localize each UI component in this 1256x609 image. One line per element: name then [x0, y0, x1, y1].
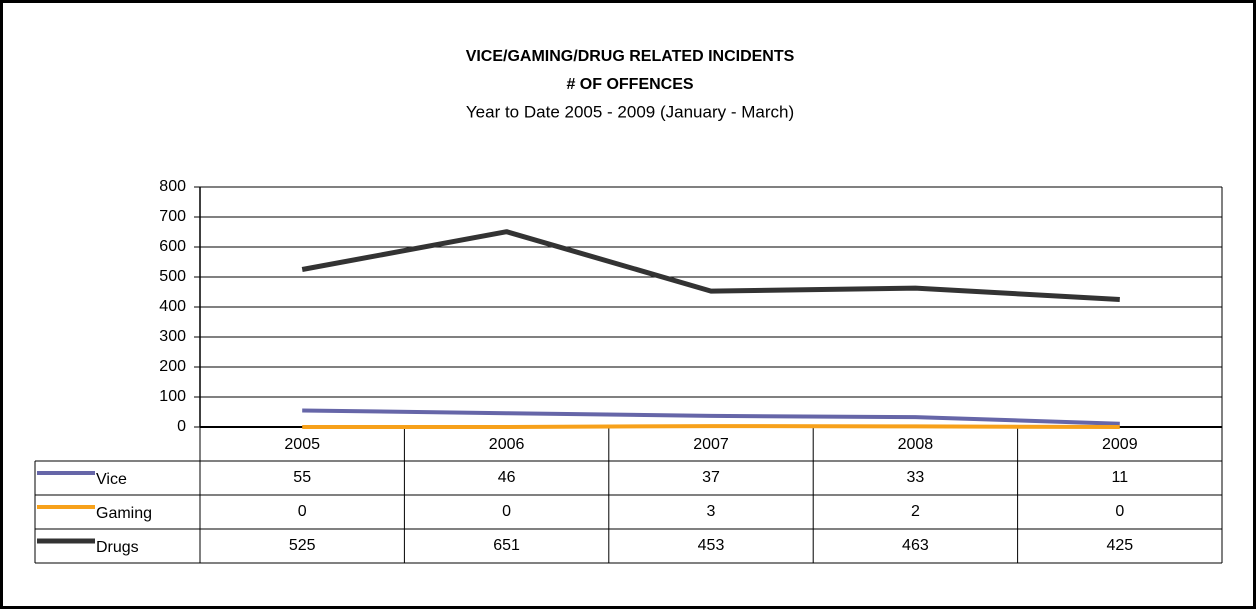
- data-table-value: 525: [289, 537, 316, 554]
- chart-title-2: # OF OFFENCES: [566, 76, 693, 93]
- x-tick-label: 2009: [1102, 436, 1138, 453]
- x-tick-label: 2006: [489, 436, 525, 453]
- data-table-value: 463: [902, 537, 929, 554]
- data-table-value: 2: [911, 503, 920, 520]
- data-table-value: 55: [293, 469, 311, 486]
- data-table-value: 651: [493, 537, 520, 554]
- data-table-value: 425: [1106, 537, 1133, 554]
- chart-subtitle: Year to Date 2005 - 2009 (January - Marc…: [466, 102, 794, 121]
- y-tick-label: 700: [159, 208, 186, 225]
- legend-label: Drugs: [96, 539, 139, 556]
- series-line: [302, 408, 1120, 426]
- y-tick-label: 400: [159, 298, 186, 315]
- legend-label: Gaming: [96, 505, 152, 522]
- y-tick-label: 0: [177, 418, 186, 435]
- data-table-value: 0: [298, 503, 307, 520]
- data-table-value: 0: [502, 503, 511, 520]
- data-table-value: 0: [1115, 503, 1124, 520]
- data-table-value: 3: [707, 503, 716, 520]
- data-table-value: 453: [698, 537, 725, 554]
- y-tick-label: 500: [159, 268, 186, 285]
- legend-label: Vice: [96, 471, 127, 488]
- data-table-value: 46: [498, 469, 516, 486]
- x-tick-label: 2008: [898, 436, 934, 453]
- series-line: [301, 229, 1120, 302]
- y-tick-label: 600: [159, 238, 186, 255]
- x-tick-label: 2007: [693, 436, 729, 453]
- x-tick-label: 2005: [284, 436, 320, 453]
- y-tick-label: 300: [159, 328, 186, 345]
- y-tick-label: 100: [159, 388, 186, 405]
- data-table-value: 37: [702, 469, 720, 486]
- series-line: [302, 424, 1120, 429]
- data-table-value: 33: [907, 469, 925, 486]
- y-tick-label: 200: [159, 358, 186, 375]
- data-table-value: 11: [1111, 469, 1128, 486]
- chart-title: VICE/GAMING/DRUG RELATED INCIDENTS: [466, 48, 795, 65]
- y-tick-label: 800: [159, 178, 186, 195]
